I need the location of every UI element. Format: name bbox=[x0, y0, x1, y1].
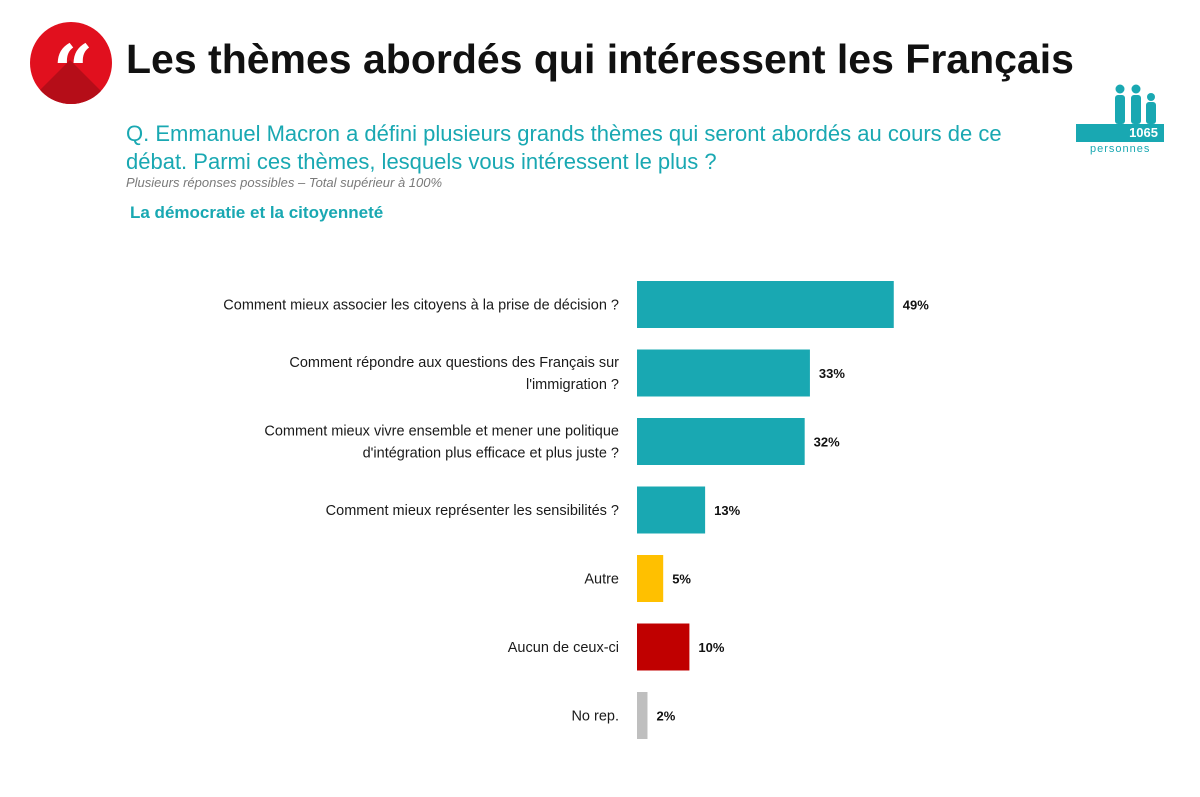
bar-2 bbox=[637, 418, 805, 465]
bar-6 bbox=[637, 692, 648, 739]
sample-size-count: 1065 bbox=[1129, 125, 1158, 140]
category-label-1-0: Comment répondre aux questions des Franç… bbox=[289, 355, 619, 371]
survey-question: Q. Emmanuel Macron a défini plusieurs gr… bbox=[126, 121, 1002, 174]
value-label-0: 49% bbox=[903, 298, 929, 313]
category-label-6-0: No rep. bbox=[571, 709, 619, 725]
value-label-1: 33% bbox=[819, 366, 845, 381]
answer-note: Plusieurs réponses possibles – Total sup… bbox=[126, 175, 443, 190]
quote-icon: “ bbox=[30, 22, 112, 104]
bar-4 bbox=[637, 555, 664, 602]
category-label-2-0: Comment mieux vivre ensemble et mener un… bbox=[264, 424, 619, 440]
value-label-3: 13% bbox=[714, 503, 740, 518]
bar-3 bbox=[637, 486, 706, 534]
bar-1 bbox=[637, 349, 810, 397]
value-label-5: 10% bbox=[698, 640, 724, 655]
sample-size-unit: personnes bbox=[1090, 143, 1151, 155]
page-title: Les thèmes abordés qui intéressent les F… bbox=[126, 36, 1074, 82]
bar-chart: Comment mieux associer les citoyens à la… bbox=[223, 281, 929, 739]
category-label-4-0: Autre bbox=[584, 572, 619, 588]
section-title: La démocratie et la citoyenneté bbox=[130, 203, 384, 222]
people-icon bbox=[1115, 84, 1156, 124]
category-label-3-0: Comment mieux représenter les sensibilit… bbox=[326, 503, 619, 519]
value-label-2: 32% bbox=[814, 435, 840, 450]
category-label-0-0: Comment mieux associer les citoyens à la… bbox=[223, 298, 619, 314]
category-label-2-1: d'intégration plus efficace et plus just… bbox=[363, 446, 619, 462]
sample-size-badge: 1065 personnes bbox=[1076, 84, 1164, 159]
quote-glyph: “ bbox=[52, 29, 93, 105]
bar-0 bbox=[637, 281, 894, 328]
value-label-4: 5% bbox=[672, 572, 691, 587]
value-label-6: 2% bbox=[656, 709, 675, 724]
category-label-5-0: Aucun de ceux-ci bbox=[508, 640, 619, 656]
bar-5 bbox=[637, 623, 690, 671]
category-label-1-1: l'immigration ? bbox=[526, 377, 619, 393]
sample-size-bar bbox=[1076, 124, 1164, 142]
